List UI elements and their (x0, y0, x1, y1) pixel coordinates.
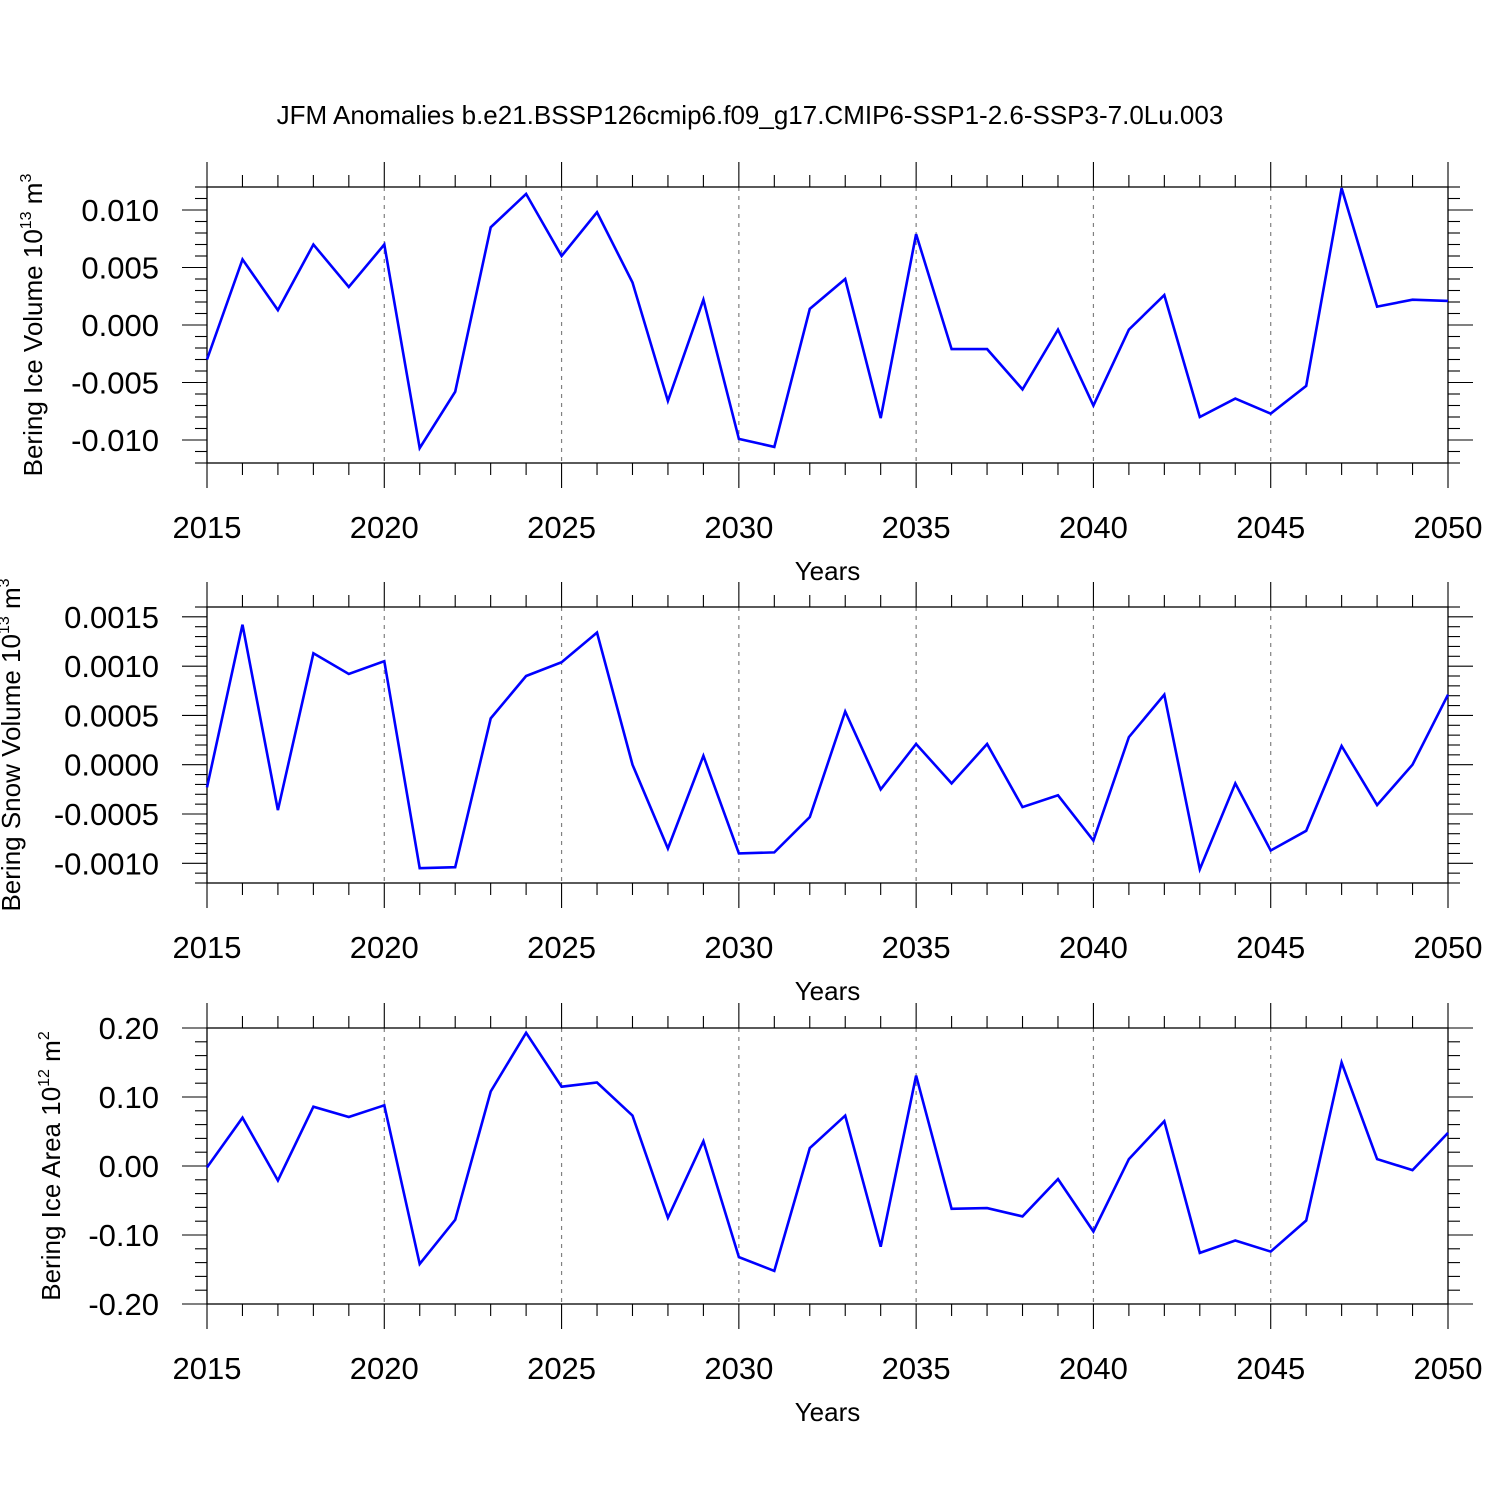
x-tick-label: 2020 (350, 1351, 419, 1386)
y-tick-label: -0.010 (71, 423, 159, 458)
y-tick-label: 0.20 (99, 1011, 159, 1046)
x-axis-label: Years (795, 1397, 861, 1427)
x-axis-label: Years (795, 976, 861, 1006)
series-line (205, 1030, 1449, 1273)
y-tick-label: -0.20 (88, 1287, 159, 1322)
y-axis-label: Bering Ice Area 1012 m2 (36, 1031, 66, 1301)
y-tick-label: 0.010 (81, 193, 159, 228)
panel-3: 2015 2020 2025 2030 2035 2040 2045 2050 Years -0.… (36, 1003, 1482, 1427)
x-tick-label: 2015 (173, 1351, 242, 1386)
x-tick-label: 2035 (882, 510, 951, 545)
x-tick-label: 2025 (527, 930, 596, 965)
x-tick-label: 2040 (1059, 510, 1128, 545)
y-tick-label: 0.005 (81, 251, 159, 286)
y-tick-label: -0.0005 (54, 797, 159, 832)
y-tick-label: 0.000 (81, 308, 159, 343)
x-tick-label: 2035 (882, 930, 951, 965)
plot-frame (206, 1027, 1449, 1305)
y-tick-label: 0.10 (99, 1080, 159, 1115)
x-tick-label: 2035 (882, 1351, 951, 1386)
x-tick-label: 2050 (1414, 1351, 1483, 1386)
x-tick-label: 2045 (1236, 1351, 1305, 1386)
chart-title: JFM Anomalies b.e21.BSSP126cmip6.f09_g17… (277, 100, 1224, 130)
x-tick-label: 2030 (704, 930, 773, 965)
x-tick-label: 2045 (1236, 510, 1305, 545)
x-axis-label: Years (795, 556, 861, 586)
series-line (205, 187, 1449, 452)
x-tick-label: 2015 (173, 510, 242, 545)
x-tick-label: 2050 (1414, 930, 1483, 965)
x-tick-label: 2030 (704, 1351, 773, 1386)
x-tick-label: 2015 (173, 930, 242, 965)
plot-frame (206, 186, 1449, 464)
y-tick-label: -0.10 (88, 1218, 159, 1253)
y-axis-label: Bering Ice Volume 1013 m3 (18, 174, 48, 477)
y-tick-label: 0.0000 (64, 748, 159, 783)
y-axis-label: Bering Snow Volume 1013 m3 (0, 578, 26, 911)
panel-1: 2015 2020 2025 2030 2035 2040 2045 2050 Years -0.… (18, 162, 1482, 586)
series-line (205, 624, 1450, 874)
panel-2: 2015 2020 2025 2030 2035 2040 2045 2050 Years -0.… (0, 578, 1482, 1006)
x-tick-label: 2025 (527, 1351, 596, 1386)
y-tick-label: 0.0010 (64, 649, 159, 684)
x-tick-label: 2050 (1414, 510, 1483, 545)
panels: 2015 2020 2025 2030 2035 2040 2045 2050 Years -0.… (0, 162, 1482, 1427)
y-tick-label: -0.005 (71, 366, 159, 401)
x-tick-label: 2040 (1059, 1351, 1128, 1386)
plot-frame (206, 606, 1449, 884)
y-tick-label: 0.0015 (64, 600, 159, 635)
y-tick-label: 0.0005 (64, 698, 159, 733)
x-tick-label: 2025 (527, 510, 596, 545)
x-tick-label: 2020 (350, 510, 419, 545)
y-tick-label: -0.0010 (54, 846, 159, 881)
x-tick-label: 2030 (704, 510, 773, 545)
x-tick-label: 2020 (350, 930, 419, 965)
y-tick-label: 0.00 (99, 1149, 159, 1184)
x-tick-label: 2045 (1236, 930, 1305, 965)
x-tick-label: 2040 (1059, 930, 1128, 965)
